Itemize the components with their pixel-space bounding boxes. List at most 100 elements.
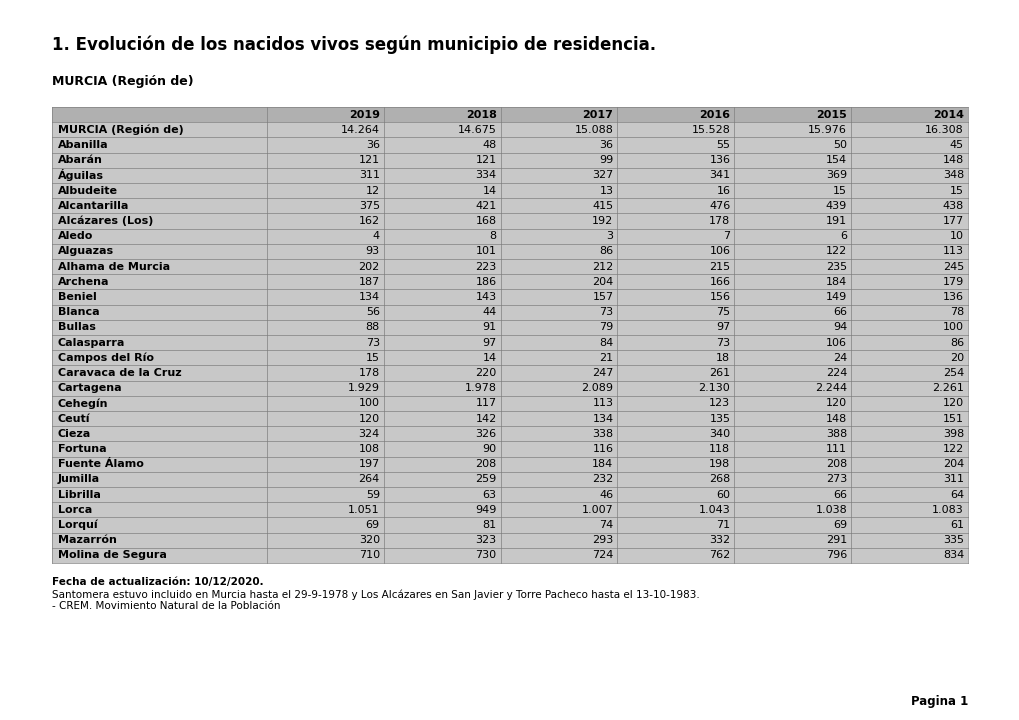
Text: 724: 724 — [592, 550, 612, 560]
Text: 4: 4 — [372, 231, 379, 241]
Bar — [52, 213, 967, 228]
Text: 15.088: 15.088 — [574, 125, 612, 135]
Text: 14: 14 — [482, 186, 496, 196]
Text: 212: 212 — [592, 261, 612, 271]
Text: 120: 120 — [942, 398, 963, 408]
Text: 157: 157 — [592, 292, 612, 302]
Text: 1.038: 1.038 — [814, 505, 847, 515]
Bar — [52, 259, 967, 274]
Text: 168: 168 — [475, 216, 496, 226]
Text: Cieza: Cieza — [58, 429, 91, 438]
Text: 375: 375 — [359, 201, 379, 211]
Text: 134: 134 — [592, 413, 612, 423]
Text: 2016: 2016 — [699, 109, 730, 120]
Text: 66: 66 — [833, 307, 847, 318]
Text: 259: 259 — [475, 474, 496, 485]
Text: 36: 36 — [599, 140, 612, 150]
Text: 69: 69 — [366, 520, 379, 530]
Text: Albudeite: Albudeite — [58, 186, 118, 196]
Text: 66: 66 — [833, 490, 847, 500]
Text: 15.976: 15.976 — [807, 125, 847, 135]
Text: 113: 113 — [943, 246, 963, 256]
Text: 476: 476 — [708, 201, 730, 211]
Text: 97: 97 — [482, 338, 496, 348]
Text: 2019: 2019 — [348, 109, 379, 120]
Text: 78: 78 — [949, 307, 963, 318]
Text: Pagina 1: Pagina 1 — [910, 695, 967, 708]
Text: 136: 136 — [708, 156, 730, 165]
Bar — [52, 350, 967, 365]
Text: Campos del Río: Campos del Río — [58, 353, 154, 363]
Text: 21: 21 — [599, 353, 612, 363]
Text: 16: 16 — [715, 186, 730, 196]
Text: 311: 311 — [943, 474, 963, 485]
Text: 88: 88 — [365, 323, 379, 333]
Text: 94: 94 — [833, 323, 847, 333]
Text: 179: 179 — [942, 276, 963, 287]
Text: 2.261: 2.261 — [931, 383, 963, 393]
Bar — [52, 320, 967, 335]
Text: 48: 48 — [482, 140, 496, 150]
Text: 232: 232 — [592, 474, 612, 485]
Text: Mazarrón: Mazarrón — [58, 535, 117, 545]
Text: 8: 8 — [489, 231, 496, 241]
Bar — [52, 244, 967, 259]
Text: 762: 762 — [708, 550, 730, 560]
Text: 254: 254 — [942, 368, 963, 378]
Text: Archena: Archena — [58, 276, 109, 287]
Text: 2014: 2014 — [932, 109, 963, 120]
Text: 220: 220 — [475, 368, 496, 378]
Text: Alcantarilla: Alcantarilla — [58, 201, 129, 211]
Text: Beniel: Beniel — [58, 292, 97, 302]
Text: Lorquí: Lorquí — [58, 520, 98, 530]
Text: 108: 108 — [359, 444, 379, 454]
Text: 208: 208 — [825, 459, 847, 469]
Text: 75: 75 — [715, 307, 730, 318]
Bar — [52, 533, 967, 548]
Text: 7: 7 — [722, 231, 730, 241]
Text: 143: 143 — [475, 292, 496, 302]
Text: 13: 13 — [599, 186, 612, 196]
Text: 184: 184 — [592, 459, 612, 469]
Text: 14: 14 — [482, 353, 496, 363]
Text: 834: 834 — [942, 550, 963, 560]
Text: 438: 438 — [942, 201, 963, 211]
Bar — [52, 274, 967, 289]
Text: 46: 46 — [599, 490, 612, 500]
Text: 215: 215 — [708, 261, 730, 271]
Text: 14.264: 14.264 — [340, 125, 379, 135]
Text: 135: 135 — [708, 413, 730, 423]
Text: 93: 93 — [366, 246, 379, 256]
Text: 341: 341 — [708, 171, 730, 181]
Bar — [52, 456, 967, 472]
Text: 148: 148 — [942, 156, 963, 165]
Text: Caravaca de la Cruz: Caravaca de la Cruz — [58, 368, 181, 378]
Text: 120: 120 — [359, 413, 379, 423]
Text: 730: 730 — [475, 550, 496, 560]
Text: 117: 117 — [475, 398, 496, 408]
Text: 2.244: 2.244 — [814, 383, 847, 393]
Text: 340: 340 — [708, 429, 730, 438]
Text: 1.051: 1.051 — [347, 505, 379, 515]
Text: 247: 247 — [592, 368, 612, 378]
Text: 208: 208 — [475, 459, 496, 469]
Text: 74: 74 — [599, 520, 612, 530]
Text: Santomera estuvo incluido en Murcia hasta el 29-9-1978 y Los Alcázares en San Ja: Santomera estuvo incluido en Murcia hast… — [52, 589, 699, 600]
Text: 2015: 2015 — [815, 109, 847, 120]
Text: 73: 73 — [715, 338, 730, 348]
Text: 118: 118 — [708, 444, 730, 454]
Bar — [52, 289, 967, 305]
Text: 134: 134 — [359, 292, 379, 302]
Text: 81: 81 — [482, 520, 496, 530]
Bar — [52, 335, 967, 350]
Text: 101: 101 — [475, 246, 496, 256]
Text: 14.675: 14.675 — [458, 125, 496, 135]
Text: 204: 204 — [942, 459, 963, 469]
Text: Lorca: Lorca — [58, 505, 92, 515]
Text: 369: 369 — [825, 171, 847, 181]
Text: Molina de Segura: Molina de Segura — [58, 550, 167, 560]
Text: 20: 20 — [949, 353, 963, 363]
Text: 142: 142 — [475, 413, 496, 423]
Text: 151: 151 — [943, 413, 963, 423]
Text: 2.130: 2.130 — [698, 383, 730, 393]
